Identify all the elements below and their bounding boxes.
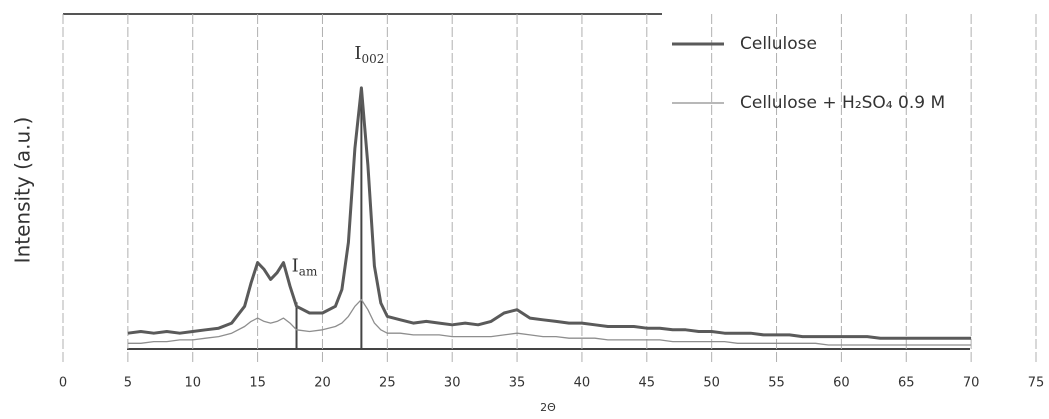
x-tick-label: 55 [768, 376, 785, 391]
x-tick-label: 45 [639, 376, 656, 391]
x-tick-label: 70 [963, 376, 980, 391]
legend-label: Cellulose + H₂SO₄ 0.9 M [740, 93, 945, 113]
annotation: I002 [354, 43, 384, 66]
data-line [127, 298, 972, 346]
x-tick-label: 65 [898, 376, 915, 391]
x-tick-label: 5 [124, 376, 132, 391]
x-tick-label: 60 [833, 376, 850, 391]
x-tick-label: 25 [379, 376, 396, 391]
x-tick-label: 75 [1028, 376, 1045, 391]
x-tick-label: 50 [703, 376, 720, 391]
y-axis-title: Intensity (a.u.) [11, 117, 35, 264]
x-tick-label: 10 [184, 376, 201, 391]
x-tick-label: 0 [59, 376, 67, 391]
annotation: Iam [292, 255, 318, 278]
annotation-sub: am [299, 264, 318, 278]
x-tick-label: 15 [249, 376, 266, 391]
annotation-sub: 002 [361, 52, 384, 66]
x-tick-label: 40 [574, 376, 591, 391]
x-tick-label: 35 [509, 376, 526, 391]
annotation-text: I [354, 43, 361, 64]
legend-label: Cellulose [740, 34, 817, 54]
data-line [127, 86, 972, 340]
x-axis-title: 2Θ [540, 401, 556, 414]
x-tick-label: 30 [444, 376, 461, 391]
x-tick-label: 20 [314, 376, 331, 391]
annotation-text: I [292, 255, 299, 276]
